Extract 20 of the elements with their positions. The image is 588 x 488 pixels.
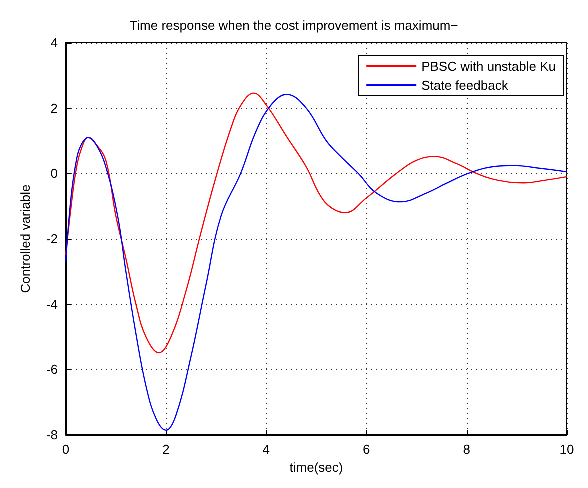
x-tick-label: 2 <box>162 442 170 457</box>
legend-label: PBSC with unstable Ku <box>422 59 556 74</box>
chart-title: Time response when the cost improvement is maximum− <box>130 18 458 33</box>
y-tick-label: 4 <box>50 36 58 50</box>
y-tick-label: -6 <box>46 362 58 378</box>
y-tick-label: -2 <box>46 232 58 246</box>
x-tick-label: 6 <box>362 442 370 457</box>
line-series <box>65 92 568 354</box>
y-tick-label: 0 <box>50 166 58 182</box>
x-tick-label: 8 <box>463 442 470 457</box>
x-tick-label: 4 <box>262 442 270 457</box>
x-axis-title: time(sec) <box>290 460 344 475</box>
x-tick-label: 10 <box>560 442 574 457</box>
x-tick-label: 0 <box>62 442 70 457</box>
legend-label: State feedback <box>422 78 509 93</box>
y-tick-label: 2 <box>50 100 58 116</box>
y-tick-label: -4 <box>46 296 58 312</box>
y-axis-title: Controlled variable <box>18 184 33 294</box>
line-series <box>65 94 568 432</box>
y-tick-label: -8 <box>46 428 58 442</box>
